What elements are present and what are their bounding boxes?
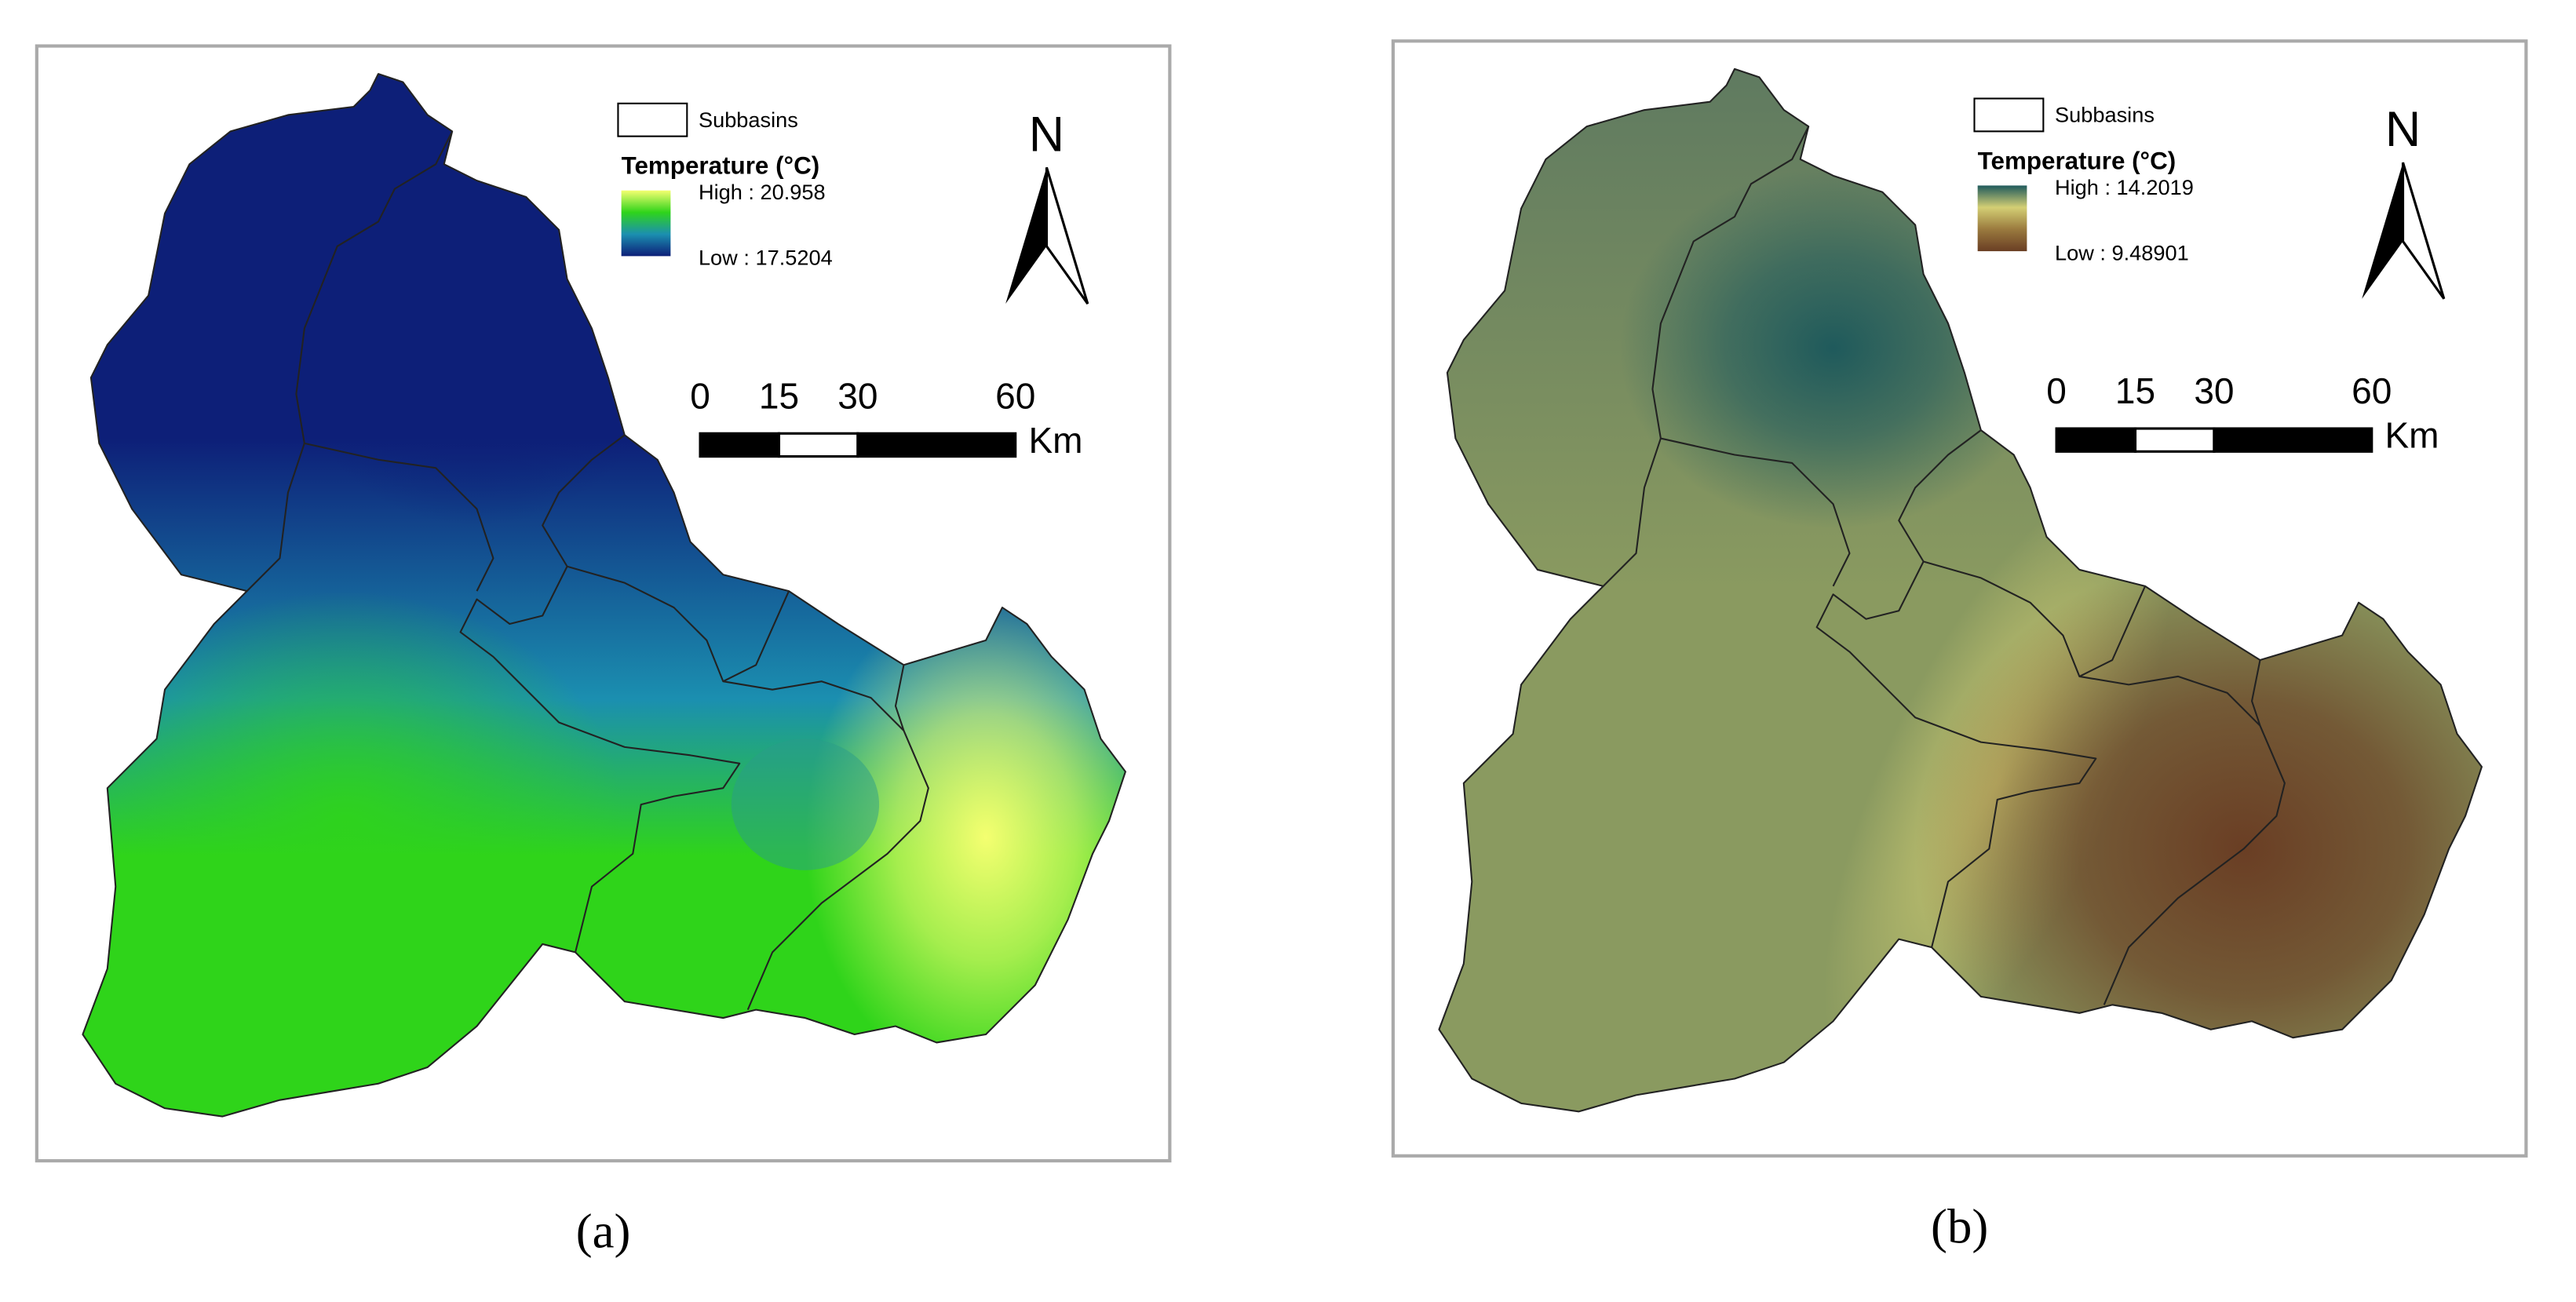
scale-tick-label: 60 (2352, 370, 2392, 411)
subbasin-border (2078, 585, 2147, 677)
warm-zone (82, 591, 625, 1051)
scale-unit: Km (2384, 415, 2439, 456)
legend-swatch (617, 102, 688, 137)
legend-low: Low : 17.5204 (699, 246, 833, 270)
map-panel: Subbasins Temperature (°C)High : 20.958 Lo… (35, 44, 1172, 1259)
north-arrow (2401, 162, 2446, 300)
legend-ramp (621, 190, 671, 257)
caption: (a) (576, 1204, 631, 1259)
subbasin-border (246, 443, 305, 592)
scale-segment (856, 432, 1017, 458)
caption: (b) (1931, 1198, 1988, 1253)
map-panel: Subbasins Temperature (°C)High : 14.2019 L… (1391, 39, 2528, 1253)
subbasin-border (722, 590, 790, 683)
scale-tick-label: 0 (690, 376, 710, 417)
scale-segment (777, 432, 859, 458)
north-label: N (2385, 102, 2421, 157)
legend-title: Temperature (°C) (622, 152, 820, 180)
legend-swatch (1973, 97, 2045, 133)
subbasin-border (1602, 438, 1662, 587)
scale-tick-label: 15 (759, 376, 799, 417)
legend-ramp (1977, 185, 2027, 252)
legend-low: Low : 9.48901 (2055, 240, 2189, 264)
scale-tick-label: 30 (837, 376, 878, 417)
subbasin-border (459, 434, 741, 953)
north-label: N (1029, 107, 1064, 162)
scale-segment (2055, 427, 2137, 453)
scale-segment (2213, 427, 2373, 453)
basin-border (82, 73, 1126, 1118)
scale-tick-label: 0 (2046, 370, 2067, 411)
legend-high: High : 14.2019 (2055, 175, 2194, 199)
subbasin-border (894, 665, 905, 731)
north-arrow (1045, 166, 1089, 305)
subbasin-border (295, 130, 494, 592)
subbasin-border (1815, 429, 2097, 948)
subbasin-border (567, 565, 929, 1011)
scale-segment (2133, 427, 2216, 453)
legend-high: High : 20.958 (699, 180, 826, 204)
subbasin-border (2250, 659, 2261, 727)
scale-tick-label: 60 (995, 376, 1035, 417)
scale-segment (699, 432, 781, 458)
scale-tick-label: 30 (2194, 370, 2234, 411)
legend-layer: Subbasins (699, 108, 798, 132)
north-arrow (1005, 167, 1047, 305)
scale-tick-label: 15 (2115, 370, 2155, 411)
scale-unit: Km (1028, 420, 1082, 461)
subbasin-border (1651, 126, 1851, 587)
legend-title: Temperature (°C) (1978, 147, 2176, 174)
subbasin-border (1923, 560, 2286, 1005)
legend-layer: Subbasins (2055, 103, 2155, 127)
cool-zone (731, 739, 880, 870)
basin-border (1438, 67, 2483, 1113)
